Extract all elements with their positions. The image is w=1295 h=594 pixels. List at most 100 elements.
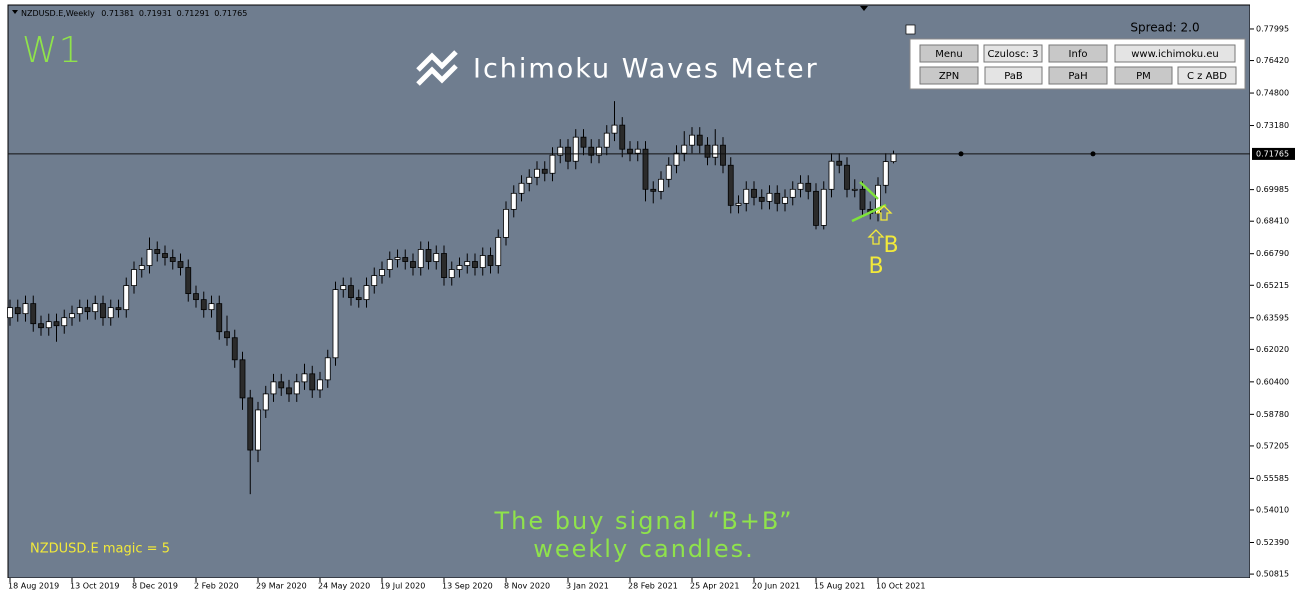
panel-button[interactable] bbox=[1048, 66, 1108, 85]
candle-body bbox=[69, 313, 75, 319]
close-value: 0.71765 bbox=[214, 9, 247, 18]
panel-button-label[interactable]: PM bbox=[1136, 71, 1151, 82]
candle-body bbox=[216, 303, 223, 333]
candle-body bbox=[619, 124, 626, 150]
panel-button-label[interactable]: C z ABD bbox=[1187, 71, 1227, 82]
x-tick-label: 19 Jul 2020 bbox=[380, 582, 425, 591]
candle-body bbox=[766, 192, 773, 202]
candle-body bbox=[115, 307, 122, 311]
candle-body bbox=[603, 132, 610, 148]
candle-body bbox=[262, 393, 269, 411]
y-tick-label: 0.74800 bbox=[1256, 89, 1289, 98]
panel-button[interactable] bbox=[919, 66, 979, 85]
buttons: Menu Czulosc: 3 Info www.ichimoku.eu ZPN PaB P… bbox=[919, 44, 1237, 85]
candle-body bbox=[286, 387, 292, 395]
symbol-header: NZDUSD.E,Weekly 0.71381 0.71931 0.71291 … bbox=[21, 9, 247, 18]
candle-body bbox=[379, 269, 385, 276]
candle-body bbox=[193, 293, 199, 301]
open-value: 0.71381 bbox=[101, 9, 134, 18]
y-tick-label: 0.62020 bbox=[1256, 345, 1289, 354]
candle-body bbox=[255, 409, 261, 451]
candle-body bbox=[293, 381, 300, 395]
candle-body bbox=[836, 160, 843, 166]
candle-body bbox=[758, 196, 765, 202]
candle-body bbox=[534, 168, 540, 178]
plot-background bbox=[7, 4, 1251, 579]
candle-body bbox=[751, 188, 757, 198]
candle-body bbox=[107, 307, 114, 319]
candle-body bbox=[146, 249, 153, 266]
candle-body bbox=[503, 208, 509, 238]
candle-body bbox=[317, 379, 323, 391]
panel-button[interactable] bbox=[1177, 66, 1237, 85]
y-tick-label: 0.55585 bbox=[1256, 474, 1289, 483]
x-tick-label: 29 Mar 2020 bbox=[256, 582, 307, 591]
logo-text: Ichimoku Waves Meter bbox=[473, 54, 819, 85]
shift-marker bbox=[860, 6, 868, 11]
panel-button-label[interactable]: www.ichimoku.eu bbox=[1131, 49, 1219, 60]
x-tick-label: 15 Aug 2021 bbox=[814, 582, 865, 591]
price-tag bbox=[1252, 147, 1295, 160]
candle-body bbox=[890, 153, 897, 163]
candle-body bbox=[324, 357, 331, 381]
y-tick-label: 0.50815 bbox=[1256, 570, 1289, 579]
signal-line bbox=[859, 181, 879, 200]
candle-body bbox=[417, 249, 424, 268]
candle-body bbox=[162, 253, 168, 258]
timeframe: W1 bbox=[22, 30, 83, 71]
x-tick-label: 2 Feb 2020 bbox=[194, 582, 239, 591]
panel-button[interactable] bbox=[919, 44, 979, 63]
time-axis bbox=[0, 578, 1250, 594]
panel-button-label[interactable]: PaB bbox=[1004, 71, 1023, 82]
candle-body bbox=[479, 255, 486, 268]
candle-body bbox=[38, 323, 44, 329]
candle-body bbox=[100, 303, 106, 319]
candle-body bbox=[689, 134, 695, 146]
candle-body bbox=[572, 136, 579, 162]
panel-button[interactable] bbox=[983, 44, 1043, 63]
price-dot bbox=[958, 151, 964, 157]
candle-body bbox=[448, 269, 455, 278]
y-tick-label: 0.60400 bbox=[1256, 377, 1289, 386]
candle-body bbox=[363, 285, 370, 301]
candle-body bbox=[348, 285, 354, 299]
candle-body bbox=[200, 299, 207, 311]
candle-body bbox=[495, 237, 502, 266]
candle-body bbox=[239, 359, 246, 399]
candle-body bbox=[76, 307, 83, 315]
y-tick-label: 0.73180 bbox=[1256, 121, 1289, 130]
y-tick-label: 0.65215 bbox=[1256, 281, 1289, 290]
price-dot bbox=[1090, 151, 1096, 157]
candle-body bbox=[882, 161, 889, 186]
caption-line: The buy signal “B+B” bbox=[493, 507, 793, 535]
candle-body bbox=[332, 289, 339, 359]
caption-line: weekly candles. bbox=[533, 535, 754, 563]
symbol: NZDUSD.E,Weekly bbox=[21, 9, 95, 18]
panel-button-label[interactable]: Czulosc: 3 bbox=[987, 49, 1038, 60]
panel-button-label[interactable]: Info bbox=[1069, 49, 1088, 60]
panel-button[interactable] bbox=[1114, 66, 1173, 85]
candle-body bbox=[301, 373, 308, 383]
panel-button[interactable] bbox=[1048, 44, 1108, 63]
panel-button[interactable] bbox=[1114, 44, 1236, 63]
candle-body bbox=[138, 265, 145, 270]
panel-button-label[interactable]: PaH bbox=[1068, 71, 1087, 82]
x-tick-label: 24 May 2020 bbox=[318, 582, 370, 591]
candle-body bbox=[743, 188, 750, 204]
candle-body bbox=[224, 331, 230, 339]
candle-body bbox=[820, 188, 827, 226]
panel-button-label[interactable]: ZPN bbox=[939, 71, 959, 82]
candle-body bbox=[782, 196, 788, 204]
price-axis bbox=[1250, 0, 1295, 594]
y-tick-label: 0.54010 bbox=[1256, 506, 1289, 515]
candle-body bbox=[386, 259, 393, 270]
candle-body bbox=[704, 144, 711, 158]
candle-body bbox=[851, 188, 858, 191]
x-tick-label: 18 Aug 2019 bbox=[8, 582, 59, 591]
panel-button[interactable] bbox=[984, 66, 1043, 85]
candle-body bbox=[828, 160, 835, 190]
signal-arrow bbox=[867, 229, 885, 245]
panel-button-label[interactable]: Menu bbox=[935, 49, 962, 60]
candle-body bbox=[371, 275, 378, 286]
